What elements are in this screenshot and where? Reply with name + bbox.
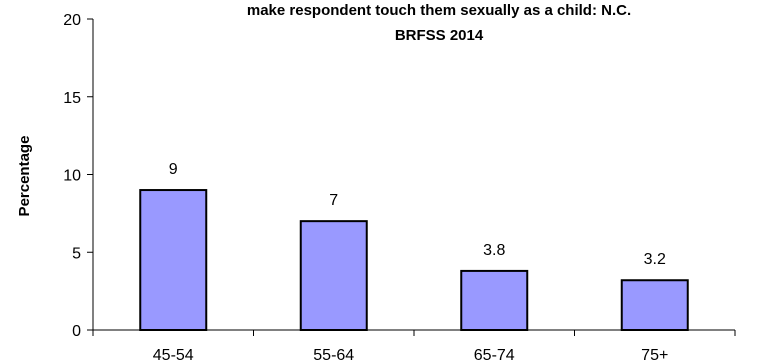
chart-title-line-1: make respondent touch them sexually as a… [247,2,631,19]
y-axis-label: Percentage [16,136,33,217]
x-tick-label: 75+ [641,347,668,364]
data-label: 3.8 [483,242,505,259]
bar [620,279,689,331]
bar [460,269,529,332]
x-tick-label: 65-74 [474,347,515,364]
bar [299,220,368,331]
plot-area: 0 5 10 15 20 9 45-54 7 55-64 3.8 65-74 3.2 75+ [63,12,736,364]
y-tick-label: 0 [72,323,81,340]
data-label: 7 [329,192,338,209]
y-tick-label: 15 [63,90,81,107]
chart-title: make respondent touch them sexually as a… [247,2,631,44]
x-tick-label: 55-64 [313,347,354,364]
y-tick-label: 20 [63,12,81,29]
y-tick-label: 5 [72,245,81,262]
chart-title-line-2: BRFSS 2014 [395,27,484,44]
data-label: 3.2 [644,251,666,268]
y-tick-label: 10 [63,168,81,185]
x-tick-label: 45-54 [153,347,194,364]
data-label: 9 [169,161,178,178]
bar [139,189,208,331]
